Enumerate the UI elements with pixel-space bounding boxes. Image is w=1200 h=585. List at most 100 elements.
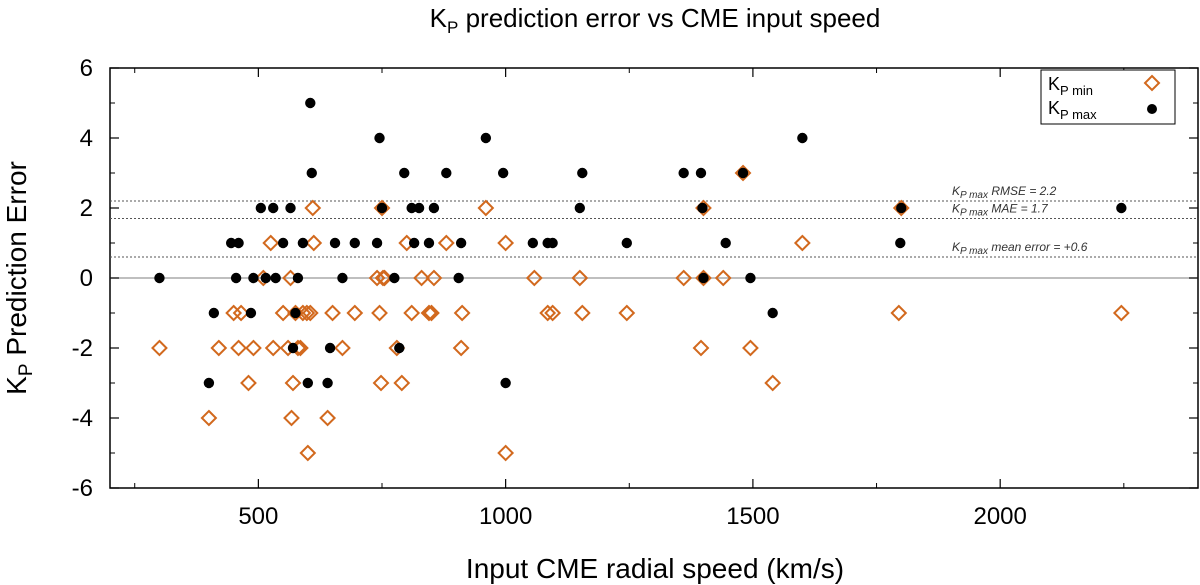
data-point-kp-max xyxy=(322,377,333,389)
data-point-kp-min xyxy=(734,164,752,182)
data-point-kp-max xyxy=(208,307,220,319)
x-tick-label: 500 xyxy=(238,503,278,530)
data-point-kp-max xyxy=(374,132,385,144)
data-point-kp-max xyxy=(1116,202,1127,214)
data-point-kp-min xyxy=(525,269,543,287)
data-point-kp-min xyxy=(571,269,589,287)
data-point-kp-max xyxy=(285,202,296,214)
y-tick-label: -4 xyxy=(72,405,93,432)
data-point-kp-min xyxy=(284,374,302,392)
data-point-kp-max xyxy=(767,307,778,319)
data-point-kp-max xyxy=(497,167,509,179)
data-point-kp-max xyxy=(305,97,316,109)
data-point-kp-min xyxy=(324,304,341,322)
data-point-kp-max xyxy=(349,237,360,249)
data-point-kp-min xyxy=(892,199,910,217)
reference-line-label: KP max mean error = +0.6 xyxy=(952,240,1088,257)
data-point-kp-min xyxy=(573,304,591,322)
data-point-kp-max xyxy=(203,377,215,389)
data-point-kp-max xyxy=(500,377,511,389)
reference-line-label: KP max RMSE = 2.2 xyxy=(952,184,1057,201)
data-point-kp-min xyxy=(618,304,636,322)
data-point-kp-max xyxy=(225,237,237,249)
data-point-kp-min xyxy=(368,269,386,287)
data-point-kp-min xyxy=(230,339,247,357)
y-tick-label: -2 xyxy=(72,335,93,362)
data-point-kp-max xyxy=(270,272,281,284)
data-point-kp-min xyxy=(371,304,388,322)
data-point-kp-max xyxy=(745,272,756,284)
data-point-kp-min xyxy=(283,409,300,427)
data-point-kp-max xyxy=(527,237,539,249)
data-point-kp-min xyxy=(1112,304,1130,322)
data-point-kp-min xyxy=(346,304,364,322)
data-point-kp-min xyxy=(413,269,430,287)
data-point-kp-min xyxy=(437,234,455,252)
data-point-kp-max xyxy=(480,132,492,144)
data-point-kp-min xyxy=(544,304,562,322)
data-point-kp-min xyxy=(373,199,391,217)
data-point-kp-max xyxy=(248,272,259,284)
data-point-kp-min xyxy=(305,234,323,252)
series-kp-min xyxy=(151,164,1130,462)
data-point-kp-min xyxy=(200,409,218,427)
data-point-kp-min xyxy=(225,304,243,322)
data-point-kp-max xyxy=(376,202,388,214)
data-point-kp-max xyxy=(423,237,435,249)
data-point-kp-min xyxy=(425,269,443,287)
data-point-kp-min xyxy=(319,409,337,427)
data-point-kp-min xyxy=(376,269,393,287)
data-point-kp-min xyxy=(287,304,304,322)
data-point-kp-max xyxy=(277,237,289,249)
legend-marker-kp-min xyxy=(1143,74,1161,92)
data-point-kp-max xyxy=(406,202,417,214)
data-point-kp-max xyxy=(577,167,588,179)
data-point-kp-min xyxy=(539,304,557,322)
data-point-kp-min xyxy=(452,339,470,357)
legend-label-kp-min: KP min xyxy=(1048,74,1093,98)
data-point-kp-max xyxy=(621,237,632,249)
y-tick-label: -6 xyxy=(72,475,93,502)
data-point-kp-min xyxy=(240,374,257,392)
data-point-kp-max xyxy=(695,167,707,179)
y-tick-label: 0 xyxy=(80,265,93,292)
y-tick-label: 2 xyxy=(80,195,93,222)
data-point-kp-min xyxy=(742,339,759,357)
data-point-kp-max xyxy=(428,202,440,214)
data-point-kp-min xyxy=(477,199,495,217)
legend-box xyxy=(1040,69,1176,125)
y-axis-ticks: -6 -4 -2 0 2 4 6 xyxy=(72,55,1198,502)
data-point-kp-max xyxy=(245,307,257,319)
data-point-kp-min xyxy=(890,304,908,322)
data-point-kp-max xyxy=(230,272,242,284)
data-point-kp-min xyxy=(299,444,317,462)
x-axis-ticks: 500 1000 1500 2000 xyxy=(134,68,1125,530)
data-point-kp-max xyxy=(720,237,731,249)
data-point-kp-min xyxy=(423,304,440,322)
data-point-kp-max xyxy=(389,272,400,284)
data-point-kp-max xyxy=(394,342,405,354)
legend-label-kp-max: KP max xyxy=(1048,98,1097,122)
data-point-kp-min xyxy=(151,339,168,357)
data-point-kp-min xyxy=(393,374,411,392)
data-point-kp-min xyxy=(301,304,319,322)
data-point-kp-max xyxy=(292,272,304,284)
data-point-kp-max xyxy=(371,237,383,249)
data-point-kp-max xyxy=(233,237,244,249)
data-point-kp-max xyxy=(737,167,749,179)
data-point-kp-min xyxy=(793,234,811,252)
data-point-kp-min xyxy=(264,339,282,357)
data-point-kp-max xyxy=(413,202,425,214)
data-point-kp-max xyxy=(306,167,317,179)
data-point-kp-min xyxy=(262,234,280,252)
data-point-kp-min xyxy=(245,339,262,357)
data-point-kp-max xyxy=(260,272,271,284)
data-point-kp-max xyxy=(697,202,708,214)
data-point-kp-max xyxy=(896,202,907,214)
data-point-kp-min xyxy=(695,269,712,287)
data-point-kp-min xyxy=(692,339,710,357)
data-point-kp-max xyxy=(255,202,267,214)
data-point-kp-min xyxy=(232,304,250,322)
data-point-kp-max xyxy=(453,272,464,284)
